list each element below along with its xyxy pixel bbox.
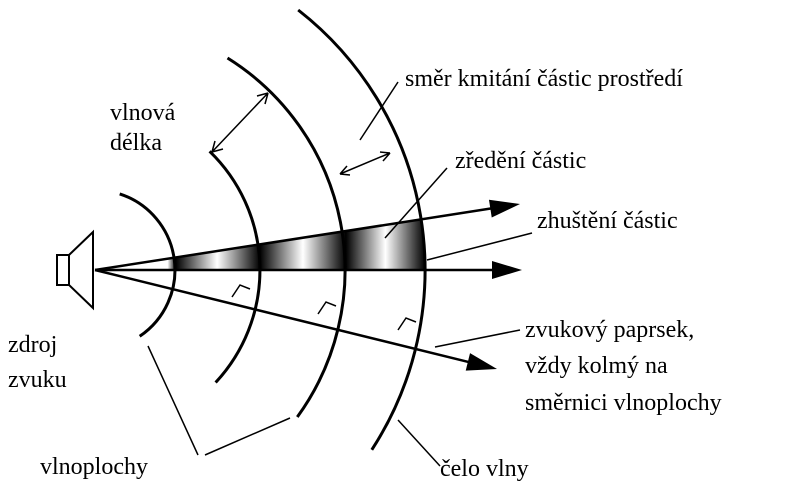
rays <box>94 199 522 371</box>
label: délka <box>110 130 162 156</box>
label: vlnoplochy <box>40 454 148 480</box>
label: zhuštění částic <box>537 208 678 234</box>
label: vlnová <box>110 100 176 126</box>
label: směr kmitání částic prostředí <box>405 66 683 92</box>
label: vždy kolmý na <box>525 353 668 379</box>
label: zředění částic <box>455 148 586 174</box>
label: čelo vlny <box>440 456 529 482</box>
wavefront <box>226 56 347 418</box>
label: směrnici vlnoplochy <box>525 390 722 416</box>
ray <box>465 353 497 371</box>
ray <box>94 268 471 364</box>
ray <box>94 207 493 272</box>
leaders <box>147 81 533 467</box>
ray <box>488 199 520 218</box>
wavefront <box>208 150 262 384</box>
speaker <box>56 229 94 311</box>
label: zdroj <box>8 332 57 358</box>
label: zvuku <box>8 367 67 393</box>
ray <box>492 261 522 279</box>
labels: směr kmitání částic prostředí vlnová dél… <box>8 66 722 482</box>
wavefront <box>297 8 427 451</box>
label: zvukový paprsek, <box>525 317 694 343</box>
